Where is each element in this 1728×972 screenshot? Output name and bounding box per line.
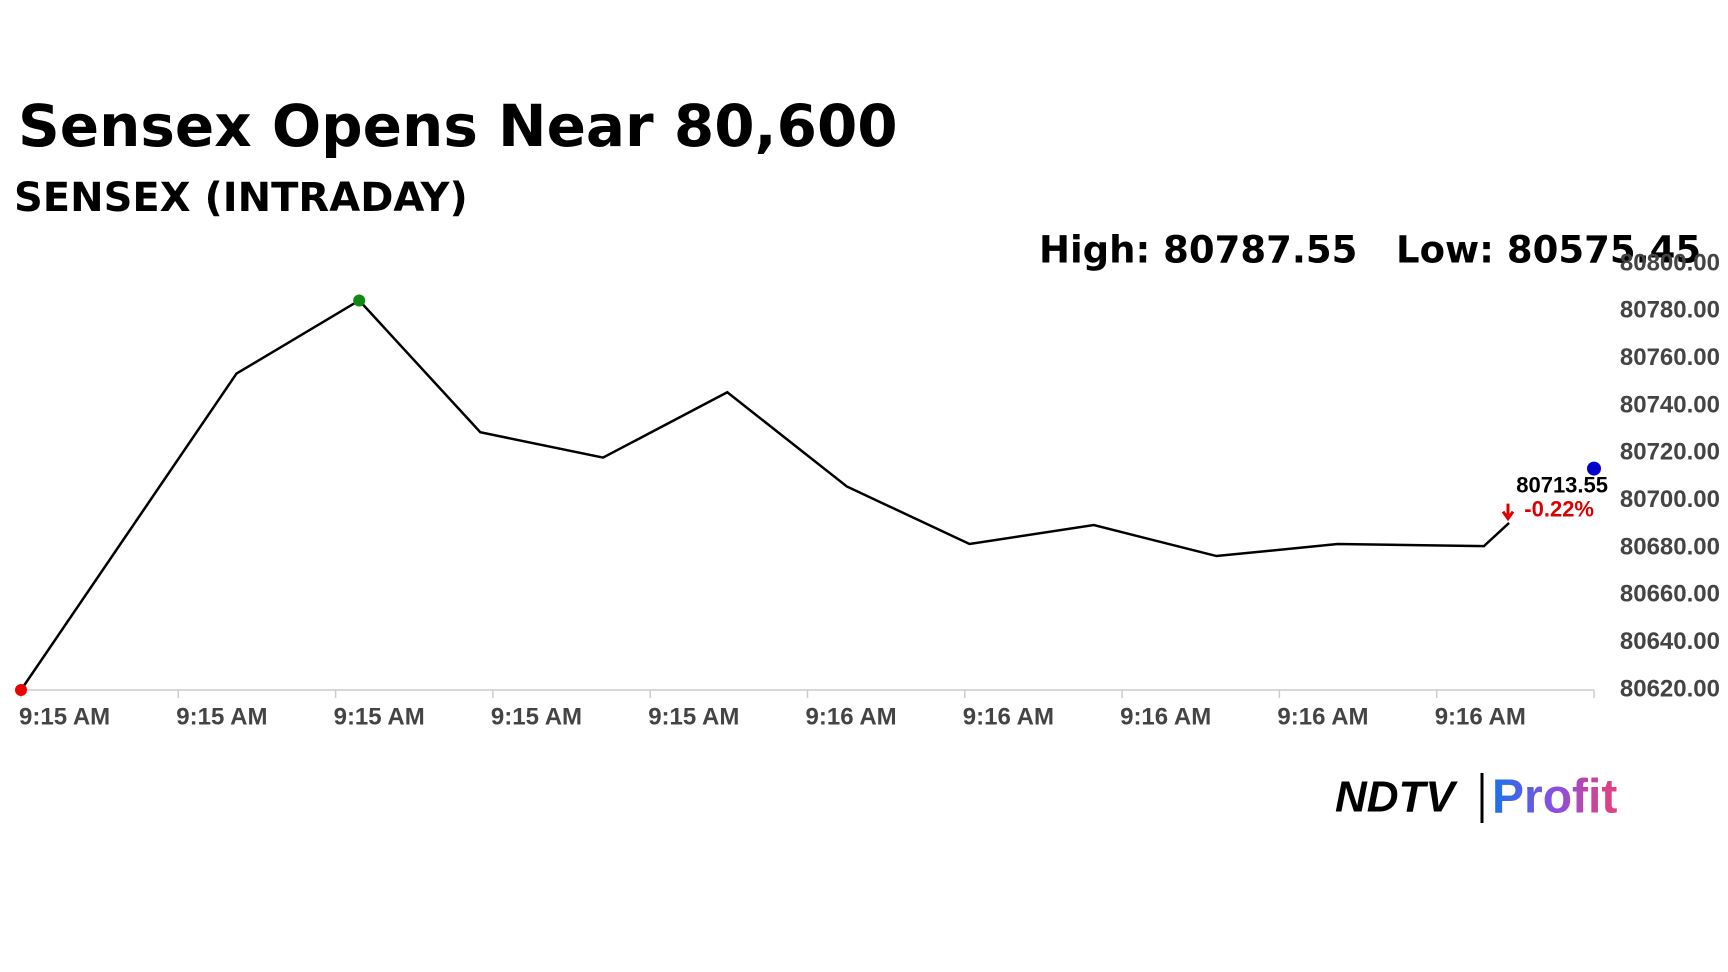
chart-title: Sensex Opens Near 80,600 (18, 92, 898, 160)
x-tick-label: 9:16 AM (806, 703, 897, 730)
last-value-label: 80713.55 (1516, 472, 1608, 497)
high-text: High: 80787.55 (1039, 229, 1357, 272)
y-tick-label: 80640.00 (1620, 628, 1720, 655)
series-line (19, 298, 1510, 691)
start-marker (15, 684, 27, 696)
last-marker (1587, 461, 1601, 476)
y-tick-label: 80740.00 (1620, 391, 1720, 418)
logo-product: Profit (1492, 771, 1617, 824)
x-tick-label: 9:15 AM (334, 703, 425, 730)
y-tick-label: 80780.00 (1620, 297, 1720, 324)
y-tick-label: 80680.00 (1620, 533, 1720, 560)
y-tick-label: 80760.00 (1620, 344, 1720, 371)
y-tick-label: 80700.00 (1620, 486, 1720, 513)
y-tick-label: 80660.00 (1620, 581, 1720, 608)
y-tick-label: 80620.00 (1620, 675, 1720, 702)
x-tick-label: 9:16 AM (1120, 703, 1211, 730)
x-tick-label: 9:16 AM (1435, 703, 1526, 730)
chart-subtitle: SENSEX (INTRADAY) (14, 175, 468, 221)
x-tick-label: 9:15 AM (491, 703, 582, 730)
x-tick-label: 9:16 AM (963, 703, 1054, 730)
y-tick-label: 80800.00 (1620, 249, 1720, 276)
x-tick-label: 9:15 AM (19, 703, 110, 730)
logo-brand: NDTV (1335, 773, 1458, 822)
x-tick-label: 9:15 AM (176, 703, 267, 730)
x-tick-label: 9:15 AM (648, 703, 739, 730)
down-arrow (1501, 503, 1515, 522)
change-label: -0.22% (1524, 496, 1594, 521)
low-text: Low: 80575.45 (1396, 229, 1701, 272)
x-tick-label: 9:16 AM (1277, 703, 1368, 730)
high-marker (353, 294, 366, 307)
y-tick-label: 80720.00 (1620, 439, 1720, 466)
